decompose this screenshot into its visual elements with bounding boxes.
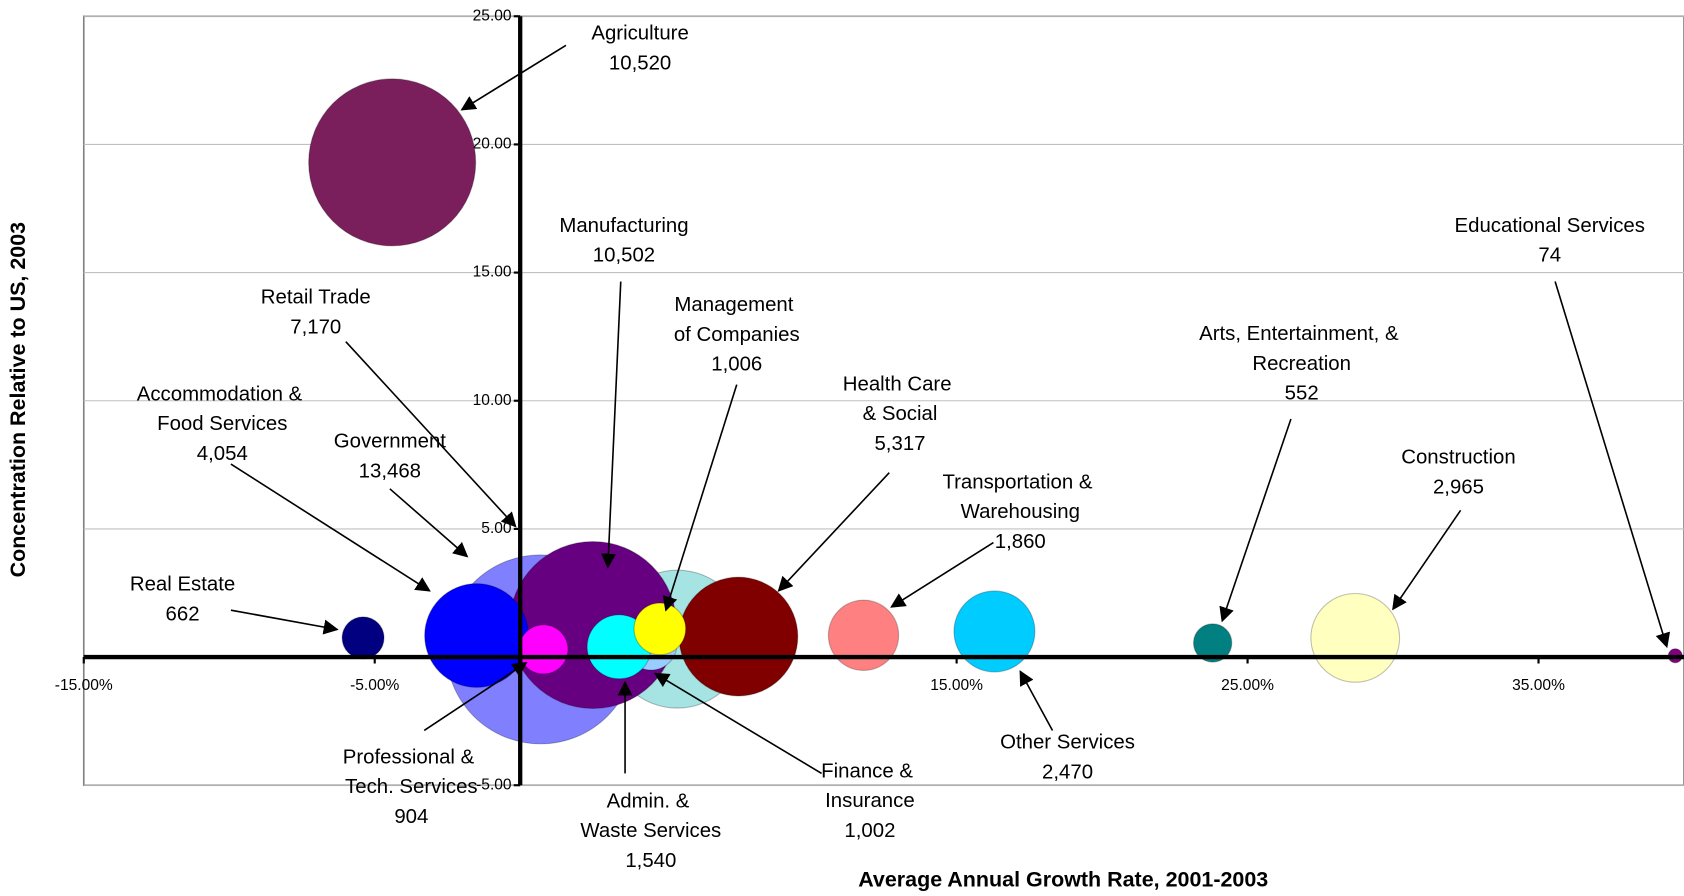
annotation-value: 1,540 <box>625 850 676 872</box>
annotation-name: Finance & Insurance <box>821 761 918 813</box>
annotation-line: Waste Services <box>580 820 721 842</box>
annotation-value: 552 <box>1285 383 1319 405</box>
annotation-arrow <box>777 472 890 592</box>
bubble <box>1192 623 1233 663</box>
y-tick-label: 5.00 <box>481 520 512 537</box>
bubble <box>308 78 477 247</box>
annotation-arrow <box>600 281 622 569</box>
annotation-line: Agriculture <box>591 23 688 45</box>
annotation-line: Accommodation & <box>137 384 308 406</box>
annotation-arrow <box>890 541 994 608</box>
annotation-name: Accommodation & Food Services <box>137 384 308 436</box>
bubble <box>1310 592 1401 683</box>
annotation-line: Manufacturing <box>559 215 688 237</box>
annotation-line: of Companies <box>674 324 800 346</box>
annotation-name: Other Services <box>1000 732 1135 754</box>
annotation-arrow <box>423 661 528 732</box>
annotation-value: 5,317 <box>874 433 925 455</box>
annotation-value: 1,002 <box>844 820 895 842</box>
annotation-name: Government <box>334 431 447 453</box>
annotation-arrow <box>460 44 567 111</box>
annotation-arrow <box>1219 418 1292 623</box>
annotation-line: & Social <box>863 404 938 426</box>
annotation-value: 10,502 <box>593 245 655 267</box>
annotation-name: Educational Services <box>1455 215 1645 237</box>
y-tick-label: 15.00 <box>473 264 512 281</box>
x-tick-label: 25.00% <box>1221 677 1274 694</box>
annotation-arrow <box>662 384 738 612</box>
annotation-arrow <box>1019 670 1054 731</box>
annotation-arrow <box>1554 281 1671 649</box>
annotation-name: Health Care & Social <box>843 374 957 426</box>
bubble <box>827 599 900 671</box>
annotation-line: Tech. Services <box>345 776 478 798</box>
annotation-line: Arts, Entertainment, & <box>1199 324 1404 346</box>
annotation-line: Educational Services <box>1455 215 1645 237</box>
annotation-arrow <box>230 463 431 592</box>
annotation-arrow <box>1392 509 1462 611</box>
annotation-name: Manufacturing <box>559 215 688 237</box>
annotation-line: Finance & <box>821 761 918 783</box>
annotation-line: Retail Trade <box>261 287 371 309</box>
annotation-name: Real Estate <box>130 574 235 596</box>
bubble <box>953 590 1036 673</box>
annotation-value: 2,965 <box>1433 477 1484 499</box>
x-tick-label: -15.00% <box>55 677 113 694</box>
annotation-value: 10,520 <box>609 52 671 74</box>
annotation-name: Admin. & Waste Services <box>580 791 721 843</box>
annotation-value: 4,054 <box>197 443 248 465</box>
annotation-arrow <box>389 488 469 558</box>
annotation-name: Management of Companies <box>674 295 800 347</box>
annotation-line: Real Estate <box>130 574 235 596</box>
annotation-arrow <box>345 341 517 528</box>
y-tick-label: 25.00 <box>473 7 512 24</box>
annotation-value: 904 <box>394 806 428 828</box>
annotation-arrow <box>653 672 823 775</box>
annotation-line: Professional & <box>343 747 480 769</box>
y-tick-label: 20.00 <box>473 136 512 153</box>
annotation-name: Construction <box>1401 447 1515 469</box>
x-tick-label: 15.00% <box>930 677 983 694</box>
x-tick-label: 35.00% <box>1512 677 1565 694</box>
bubble <box>341 616 385 660</box>
annotation-line: Insurance <box>825 790 915 812</box>
annotation-value: 1,860 <box>995 531 1046 553</box>
annotation-value: 7,170 <box>290 317 341 339</box>
annotation-line: Management <box>674 295 799 317</box>
annotation-value: 74 <box>1538 245 1561 267</box>
y-tick-label: -5.00 <box>476 776 512 793</box>
x-tick-label: -5.00% <box>350 677 399 694</box>
annotation-value: 1,006 <box>711 354 762 376</box>
annotation-value: 13,468 <box>359 461 421 483</box>
x-axis-title: Average Annual Growth Rate, 2001-2003 <box>858 867 1268 891</box>
annotation-line: Warehousing <box>961 501 1080 523</box>
annotation-name: Retail Trade <box>261 287 371 309</box>
annotation-name: Professional & Tech. Services <box>343 747 480 799</box>
annotation-value: 2,470 <box>1042 761 1093 783</box>
annotation-line: Food Services <box>157 413 287 435</box>
y-axis-title: Concentration Relative to US, 2003 <box>6 222 30 578</box>
annotation-name: Agriculture <box>591 23 688 45</box>
annotation-arrow <box>230 609 339 635</box>
annotation-line: Transportation & <box>942 472 1098 494</box>
y-tick-label: 10.00 <box>473 392 512 409</box>
bubble <box>518 624 569 675</box>
annotation-value: 662 <box>166 603 200 625</box>
annotation-name: Transportation & Warehousing <box>942 472 1098 524</box>
annotation-name: Arts, Entertainment, & Recreation <box>1199 324 1404 376</box>
annotation-line: Health Care <box>843 374 957 396</box>
annotation-line: Government <box>334 431 447 453</box>
bubble <box>633 602 687 656</box>
annotation-line: Recreation <box>1252 353 1351 375</box>
annotation-line: Admin. & <box>607 791 695 813</box>
annotation-line: Other Services <box>1000 732 1135 754</box>
bubble <box>678 576 799 697</box>
annotation-line: Construction <box>1401 447 1515 469</box>
